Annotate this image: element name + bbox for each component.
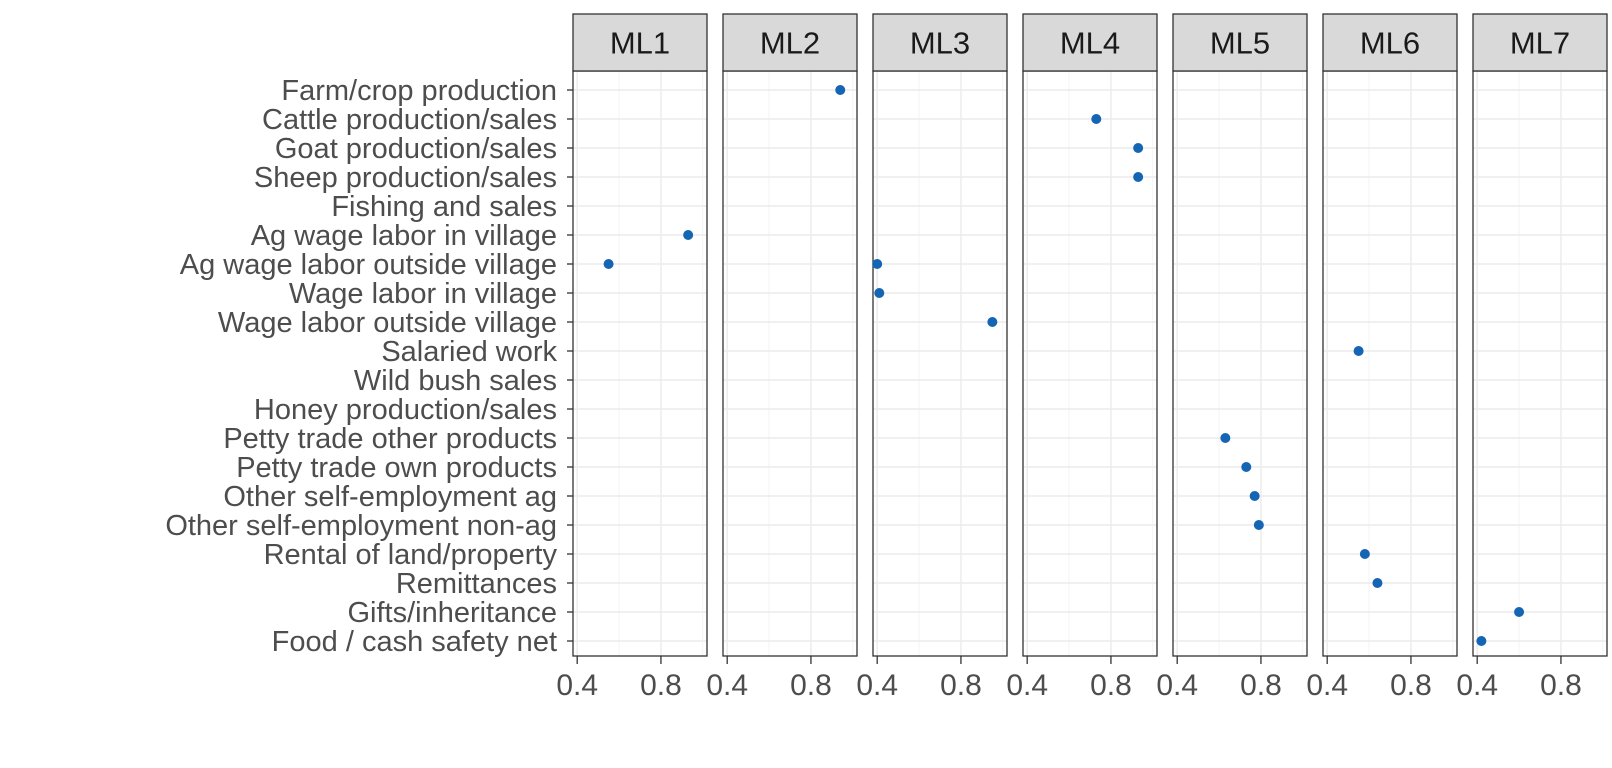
facet-strip-label: ML2 [760,26,820,61]
data-point [1476,636,1487,646]
panel-ml3: ML3 0.4 0.8 [856,13,1008,702]
panel-ml1: ML1 0.4 0.8 [556,13,708,702]
x-tick-label: 0.8 [1090,669,1132,702]
panel-background [873,71,1007,656]
y-tick-label: Gifts/inheritance [347,597,557,629]
data-point [987,317,998,327]
x-tick-label: 0.4 [1456,669,1498,702]
y-tick-label: Ag wage labor in village [251,220,557,252]
panel-background [723,71,857,656]
facet-strip [572,13,708,72]
x-tick-label: 0.8 [1240,669,1282,702]
facet-strip-label: ML4 [1060,26,1120,61]
facet-strip [1172,13,1308,72]
panel-ml5: ML5 0.4 0.8 [1156,13,1308,702]
panel-background [1323,71,1457,656]
facet-strip [722,13,858,72]
data-point [1133,143,1144,153]
data-point [1133,172,1144,182]
panel-background [1023,71,1157,656]
x-tick-label: 0.4 [1156,669,1198,702]
y-tick-label: Cattle production/sales [262,104,557,136]
data-point [683,230,694,240]
y-tick-label: Petty trade other products [223,423,557,455]
y-tick-label: Goat production/sales [275,133,557,165]
facet-strip [1322,13,1458,72]
facet-strip [1472,13,1608,72]
x-tick-label: 0.4 [706,669,748,702]
panel-ml6: ML6 0.4 0.8 [1306,13,1458,702]
facet-strip-label: ML1 [610,26,670,61]
facet-strip-label: ML7 [1510,26,1570,61]
data-points [603,85,1525,646]
panel-ml2: ML2 0.4 0.8 [706,13,858,702]
data-point [1514,607,1525,617]
facet-strip [872,13,1008,72]
y-tick-label: Ag wage labor outside village [180,249,557,281]
y-tick-label: Salaried work [381,336,557,368]
data-point [1249,491,1260,501]
facet-strip-label: ML6 [1360,26,1420,61]
y-tick-label: Wage labor in village [289,278,557,310]
data-point [1372,578,1383,588]
data-point [1220,433,1231,443]
y-tick-label: Sheep production/sales [254,162,557,194]
x-tick-label: 0.4 [1006,669,1048,702]
data-point [603,259,614,269]
data-point [1359,549,1370,559]
y-tick-label: Petty trade own products [236,452,557,484]
y-tick-label: Wage labor outside village [218,307,557,339]
data-point [872,259,883,269]
y-tick-label: Rental of land/property [264,539,558,571]
y-tick-label: Honey production/sales [254,394,557,426]
y-tick-label: Fishing and sales [331,191,557,223]
x-tick-label: 0.8 [940,669,982,702]
panel-background [1173,71,1307,656]
x-tick-label: 0.4 [1306,669,1348,702]
facet-strip [1022,13,1158,72]
panel-background [573,71,707,656]
y-tick-label: Farm/crop production [281,75,557,107]
facet-strip-label: ML5 [1210,26,1270,61]
x-tick-label: 0.4 [556,669,598,702]
data-point [1091,114,1102,124]
data-point [835,85,846,95]
panel-ml7: ML7 0.4 0.8 [1456,13,1608,702]
x-tick-label: 0.8 [1390,669,1432,702]
panel-background [1473,71,1607,656]
x-tick-label: 0.8 [640,669,682,702]
panel-ml4: ML4 0.4 0.8 [1006,13,1158,702]
y-tick-label: Remittances [396,568,557,600]
data-point [1241,462,1252,472]
y-tick-label: Wild bush sales [354,365,557,397]
data-point [1253,520,1264,530]
data-point [1353,346,1364,356]
x-tick-label: 0.8 [1540,669,1582,702]
x-tick-label: 0.8 [790,669,832,702]
y-tick-label: Other self-employment non-ag [165,510,557,542]
x-tick-label: 0.4 [856,669,898,702]
y-tick-label: Other self-employment ag [223,481,557,513]
data-point [874,288,885,298]
y-tick-label: Food / cash safety net [272,626,557,658]
facet-strip-label: ML3 [910,26,970,61]
